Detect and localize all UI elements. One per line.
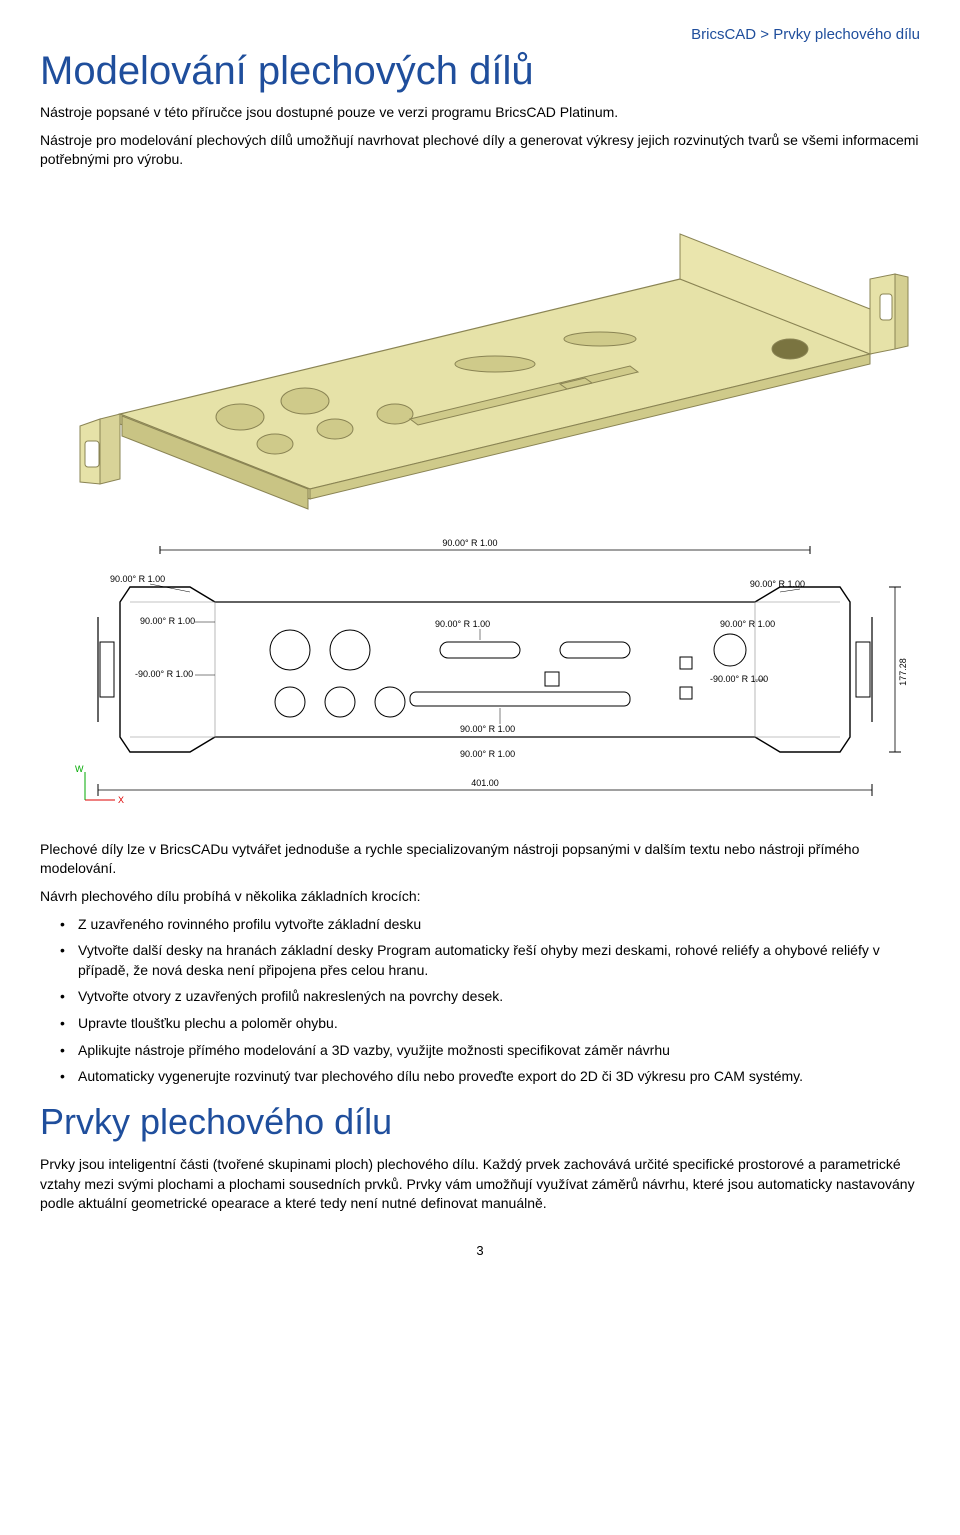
figure-2d-flat-pattern: 90.00° R 1.00 90.00° R 1.00 90.00° R 1.0… <box>40 532 920 822</box>
para-steps-intro: Návrh plechového dílu probíhá v několika… <box>40 887 920 907</box>
para-after-figures: Plechové díly lze v BricsCADu vytvářet j… <box>40 840 920 879</box>
dim-mid1: 90.00° R 1.00 <box>435 619 490 629</box>
dim-mid2: 90.00° R 1.00 <box>460 724 515 734</box>
list-item: Vytvořte další desky na hranách základní… <box>60 941 920 980</box>
page-title-h1: Modelování plechových dílů <box>40 49 920 93</box>
list-item: Aplikujte nástroje přímého modelování a … <box>60 1041 920 1061</box>
breadcrumb: BricsCAD > Prvky plechového dílu <box>40 24 920 45</box>
dim-side: 177.28 <box>898 658 908 686</box>
list-item: Automaticky vygenerujte rozvinutý tvar p… <box>60 1067 920 1087</box>
para-prvky: Prvky jsou inteligentní části (tvořené s… <box>40 1155 920 1214</box>
list-item: Upravte tloušťku plechu a poloměr ohybu. <box>60 1014 920 1034</box>
dim-bottom: 401.00 <box>471 778 499 788</box>
svg-text:X: X <box>118 795 124 805</box>
figure-3d <box>40 184 920 514</box>
intro-paragraph-2: Nástroje pro modelování plechových dílů … <box>40 131 920 170</box>
dim-mid3: 90.00° R 1.00 <box>460 749 515 759</box>
steps-list: Z uzavřeného rovinného profilu vytvořte … <box>40 915 920 1087</box>
dim-right1: 90.00° R 1.00 <box>750 579 805 589</box>
dim-left2: 90.00° R 1.00 <box>140 616 195 626</box>
list-item: Z uzavřeného rovinného profilu vytvořte … <box>60 915 920 935</box>
intro-paragraph-1: Nástroje popsané v této příručce jsou do… <box>40 103 920 123</box>
svg-text:W: W <box>75 764 84 774</box>
dim-left1: 90.00° R 1.00 <box>110 574 165 584</box>
dim-left3: -90.00° R 1.00 <box>135 669 193 679</box>
list-item: Vytvořte otvory z uzavřených profilů nak… <box>60 987 920 1007</box>
dim-top: 90.00° R 1.00 <box>442 538 497 548</box>
page-title-h2: Prvky plechového dílu <box>40 1097 920 1147</box>
dim-right2: 90.00° R 1.00 <box>720 619 775 629</box>
page-number: 3 <box>40 1242 920 1260</box>
dim-right3: -90.00° R 1.00 <box>710 674 768 684</box>
